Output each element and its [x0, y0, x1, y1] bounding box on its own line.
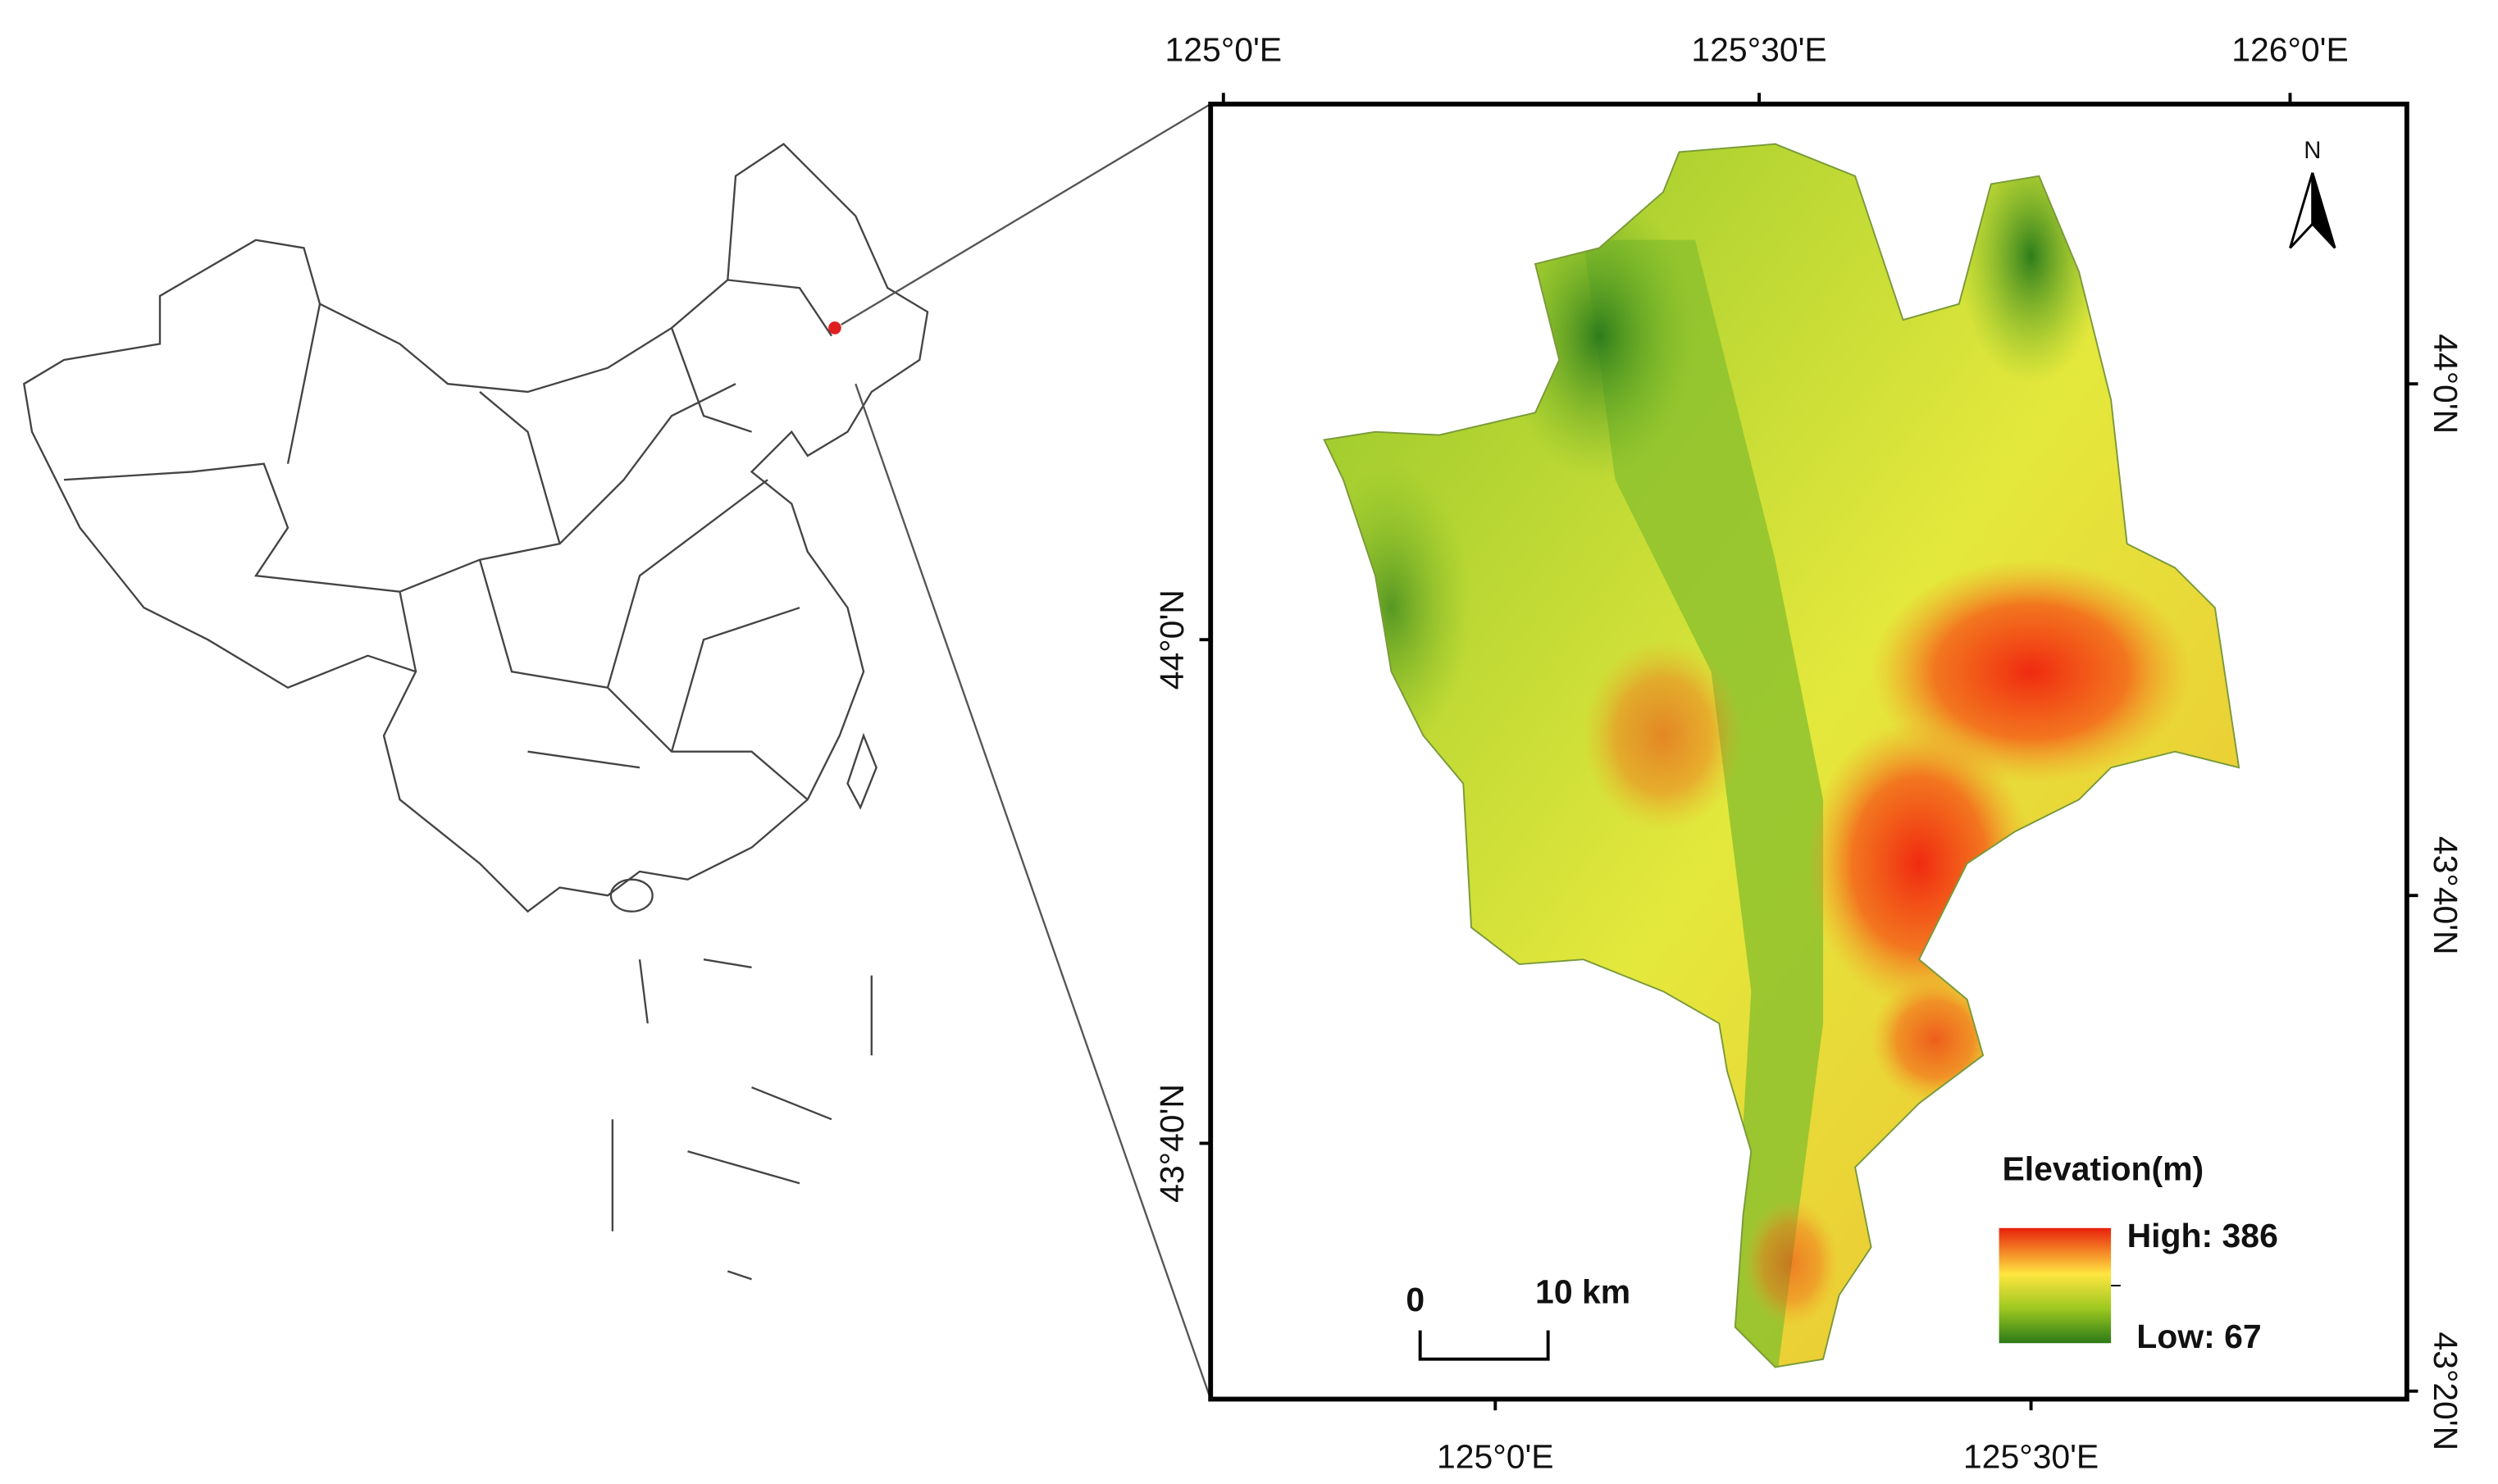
right-tick-label: 44°0'N — [2427, 334, 2464, 434]
legend: Elevation(m) High: 386 Low: 67 — [1999, 1149, 2278, 1355]
scale-bar: 0 10 km — [1406, 1272, 1630, 1361]
scale-end: 10 km — [1535, 1272, 1630, 1310]
bottom-tick-label: 125°0'E — [1437, 1437, 1554, 1475]
leader-line — [841, 102, 1211, 326]
legend-high: High: 386 — [2127, 1217, 2278, 1254]
north-arrow: N — [2289, 138, 2336, 249]
legend-title: Elevation(m) — [2002, 1149, 2204, 1187]
top-tick-label: 125°30'E — [1691, 30, 1826, 68]
legend-low: Low: 67 — [2136, 1318, 2261, 1355]
left-tick-label: 43°40'N — [1153, 1084, 1191, 1203]
top-tick-label: 125°0'E — [1165, 30, 1283, 68]
frame-ticks — [1199, 93, 2418, 1411]
scale-start: 0 — [1406, 1281, 1424, 1318]
china-outline — [22, 102, 1212, 1400]
leader-line — [855, 383, 1212, 1400]
legend-ramp — [1999, 1227, 2112, 1344]
left-tick-label: 44°0'N — [1153, 590, 1191, 690]
right-tick-label: 43°20'N — [2427, 1332, 2464, 1450]
north-label: N — [2304, 138, 2321, 164]
location-dot — [828, 321, 841, 335]
right-tick-label: 43°40'N — [2427, 836, 2464, 955]
bottom-tick-label: 125°30'E — [1963, 1437, 2099, 1475]
top-tick-label: 126°0'E — [2231, 30, 2349, 68]
